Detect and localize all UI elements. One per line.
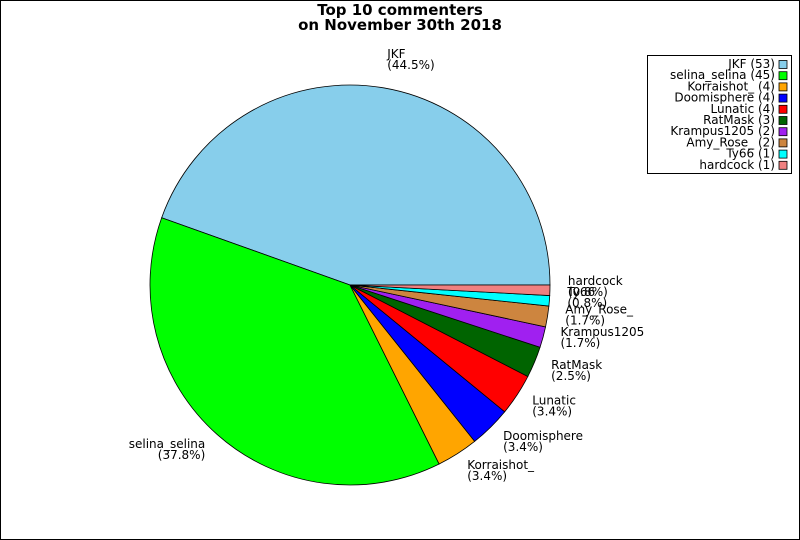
pie-slice [349, 284, 551, 296]
legend-label: Krampus1205 (2) [670, 124, 775, 138]
legend-label: Ty66 (1) [725, 147, 775, 161]
slice-percent: (1.7%) [565, 313, 605, 327]
slice-label: RatMask [551, 358, 602, 372]
legend-label: JKF (53) [727, 57, 775, 71]
legend-swatch [778, 138, 788, 148]
slice-label: selina_selina [129, 437, 206, 451]
legend-swatch [778, 71, 788, 81]
legend-swatch [778, 93, 788, 103]
chart-subtitle: on November 30th 2018 [298, 16, 502, 34]
slice-percent: (0.8%) [567, 296, 607, 310]
slice-label: Krampus1205 [560, 325, 644, 339]
slice-percent: (2.5%) [551, 369, 591, 383]
slice-percent: (37.8%) [158, 448, 205, 462]
slice-label: Amy_Rose_ [565, 302, 634, 316]
slice-label: Lunatic [532, 394, 576, 408]
slice-label: Korraishot_ [467, 458, 535, 472]
legend-box [647, 55, 792, 174]
legend-swatch [778, 116, 788, 125]
legend-label: Doomisphere (4) [674, 91, 775, 105]
slice-label: hardcock [568, 274, 623, 288]
slice-percent: (44.5%) [387, 58, 434, 72]
legend-swatch [778, 127, 788, 137]
legend-swatch [778, 82, 788, 92]
pie-slice [161, 84, 551, 286]
legend-label: selina_selina (45) [670, 68, 775, 82]
slice-percent: (0.8%) [568, 285, 608, 299]
slice-percent: (3.4%) [532, 405, 572, 419]
pie-slice [149, 217, 440, 486]
legend-swatch [778, 149, 788, 159]
legend-swatch [778, 160, 788, 170]
slice-label: Ty66 [566, 285, 595, 299]
slice-label: Doomisphere [503, 429, 583, 443]
slice-percent: (3.4%) [467, 469, 507, 483]
legend-label: Korraishot_ (4) [687, 79, 775, 93]
legend-label: hardcock (1) [699, 158, 775, 172]
chart-title: Top 10 commenters [317, 1, 483, 19]
legend-swatch [778, 60, 788, 69]
slice-percent: (3.4%) [503, 440, 543, 454]
slice-percent: (1.7%) [560, 336, 600, 350]
legend-label: Amy_Rose_ (2) [686, 135, 775, 149]
legend-label: RatMask (3) [703, 113, 775, 127]
legend-swatch [778, 104, 788, 114]
legend-label: Lunatic (4) [711, 102, 776, 116]
slice-label: JKF [386, 47, 405, 61]
